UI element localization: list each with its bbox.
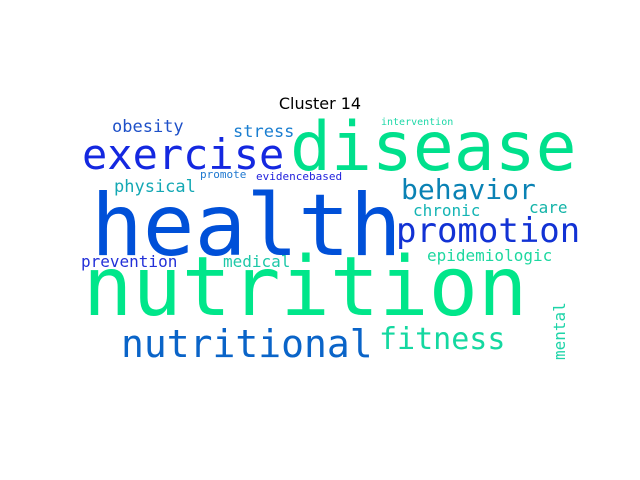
word-stress: stress — [233, 122, 295, 142]
word-physical: physical — [114, 177, 196, 197]
word-epidemiologic: epidemiologic — [427, 246, 553, 265]
word-fitness: fitness — [379, 322, 506, 357]
word-prevention: prevention — [81, 252, 178, 271]
word-evidencebased: evidencebased — [256, 170, 343, 183]
word-promote: promote — [200, 168, 247, 181]
figure-title: Cluster 14 — [278, 94, 362, 113]
word-nutritional: nutritional — [121, 322, 373, 366]
word-mental: mental — [550, 302, 569, 360]
word-cloud: health nutrition disease exercise nutrit… — [80, 114, 580, 370]
word-behavior: behavior — [401, 173, 536, 206]
word-chronic: chronic — [413, 201, 481, 220]
word-exercise: exercise — [82, 130, 285, 179]
word-promotion: promotion — [396, 211, 581, 251]
word-obesity: obesity — [112, 117, 184, 137]
word-nutrition: nutrition — [83, 240, 528, 335]
word-health: health — [91, 176, 402, 276]
word-care: care — [529, 198, 568, 217]
word-disease: disease — [290, 108, 577, 187]
word-intervention: intervention — [381, 117, 454, 128]
word-medical: medical — [223, 252, 291, 271]
